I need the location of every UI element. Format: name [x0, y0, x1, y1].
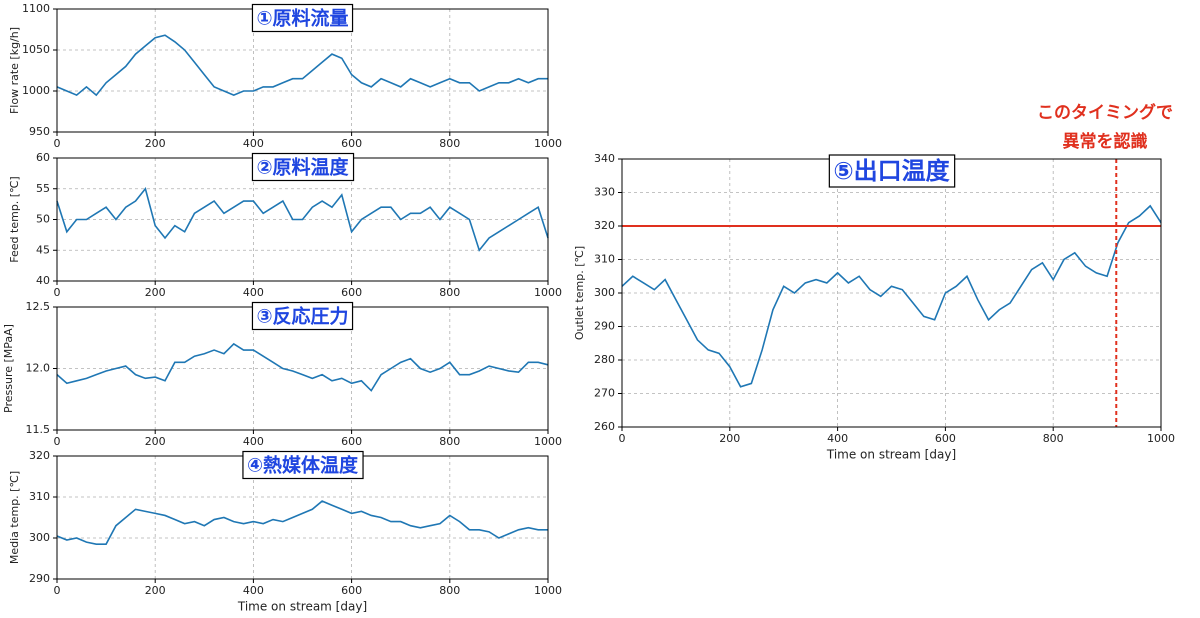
y-tick-label: 280 — [594, 353, 615, 366]
x-tick-label: 0 — [619, 432, 626, 445]
x-tick-label: 200 — [145, 286, 166, 299]
y-tick-label: 45 — [36, 243, 50, 256]
x-tick-label: 1000 — [534, 584, 562, 597]
y-tick-label: 340 — [594, 152, 615, 165]
x-tick-label: 200 — [145, 137, 166, 150]
y-axis-label: Outlet temp. [℃] — [573, 246, 586, 340]
y-tick-label: 50 — [36, 213, 50, 226]
y-tick-label: 310 — [29, 490, 50, 503]
x-tick-label: 200 — [145, 435, 166, 448]
x-tick-label: 600 — [341, 286, 362, 299]
x-tick-label: 400 — [243, 584, 264, 597]
x-tick-label: 0 — [54, 435, 61, 448]
y-tick-label: 320 — [594, 219, 615, 232]
data-line — [56, 500, 548, 545]
y-tick-label: 290 — [29, 572, 50, 585]
x-tick-label: 600 — [341, 584, 362, 597]
x-tick-label: 600 — [341, 435, 362, 448]
y-tick-label: 1100 — [22, 2, 50, 15]
chart-title: ④熱媒体温度 — [247, 454, 359, 477]
annotation: このタイミングで — [1037, 102, 1173, 123]
data-line — [56, 34, 548, 97]
x-tick-label: 600 — [935, 432, 956, 445]
y-tick-label: 11.5 — [26, 423, 51, 436]
y-tick-label: 260 — [594, 420, 615, 433]
y-tick-label: 950 — [29, 125, 50, 138]
data-line — [56, 187, 549, 252]
y-tick-label: 310 — [594, 253, 615, 266]
chart-title: ⑤出口温度 — [833, 157, 950, 185]
chart-title: ③反応圧力 — [256, 305, 348, 328]
y-tick-label: 300 — [594, 286, 615, 299]
title-box — [251, 3, 354, 33]
x-tick-label: 800 — [439, 137, 460, 150]
x-tick-label: 200 — [145, 584, 166, 597]
data-line — [621, 204, 1162, 388]
x-tick-label: 1000 — [1147, 432, 1175, 445]
y-tick-label: 320 — [29, 449, 50, 462]
y-tick-label: 12.0 — [26, 362, 51, 375]
y-tick-label: 1050 — [22, 43, 50, 56]
x-tick-label: 800 — [439, 584, 460, 597]
y-axis-label: Flow rate [kg/h] — [8, 27, 21, 114]
x-tick-label: 0 — [54, 137, 61, 150]
x-axis-label: Time on stream [day] — [237, 600, 367, 614]
x-tick-label: 200 — [719, 432, 740, 445]
x-tick-label: 400 — [243, 286, 264, 299]
y-tick-label: 270 — [594, 387, 615, 400]
title-box — [242, 450, 364, 480]
x-tick-label: 1000 — [534, 435, 562, 448]
y-tick-label: 330 — [594, 186, 615, 199]
x-tick-label: 800 — [439, 435, 460, 448]
chart-title: ①原料流量 — [256, 7, 348, 30]
chart-title: ②原料温度 — [256, 156, 349, 179]
y-tick-label: 60 — [36, 151, 50, 164]
annotation: 異常を認識 — [1063, 131, 1148, 152]
y-axis-label: Media temp. [℃] — [8, 471, 21, 564]
x-tick-label: 400 — [827, 432, 848, 445]
y-tick-label: 12.5 — [26, 300, 51, 313]
y-tick-label: 300 — [29, 531, 50, 544]
title-box — [828, 154, 956, 188]
x-tick-label: 0 — [54, 584, 61, 597]
title-box — [251, 301, 354, 331]
y-axis-label: Pressure [MPaA] — [2, 324, 15, 413]
y-tick-label: 40 — [36, 274, 50, 287]
x-tick-label: 1000 — [534, 137, 562, 150]
title-box — [251, 152, 355, 182]
x-tick-label: 800 — [439, 286, 460, 299]
y-tick-label: 290 — [594, 320, 615, 333]
y-tick-label: 1000 — [22, 84, 50, 97]
y-axis-label: Feed temp. [℃] — [8, 176, 21, 262]
x-tick-label: 1000 — [534, 286, 562, 299]
x-tick-label: 600 — [341, 137, 362, 150]
x-tick-label: 800 — [1043, 432, 1064, 445]
data-line — [56, 342, 549, 392]
x-tick-label: 400 — [243, 435, 264, 448]
x-tick-label: 400 — [243, 137, 264, 150]
x-axis-label: Time on stream [day] — [826, 448, 956, 462]
y-tick-label: 55 — [36, 182, 50, 195]
x-tick-label: 0 — [54, 286, 61, 299]
